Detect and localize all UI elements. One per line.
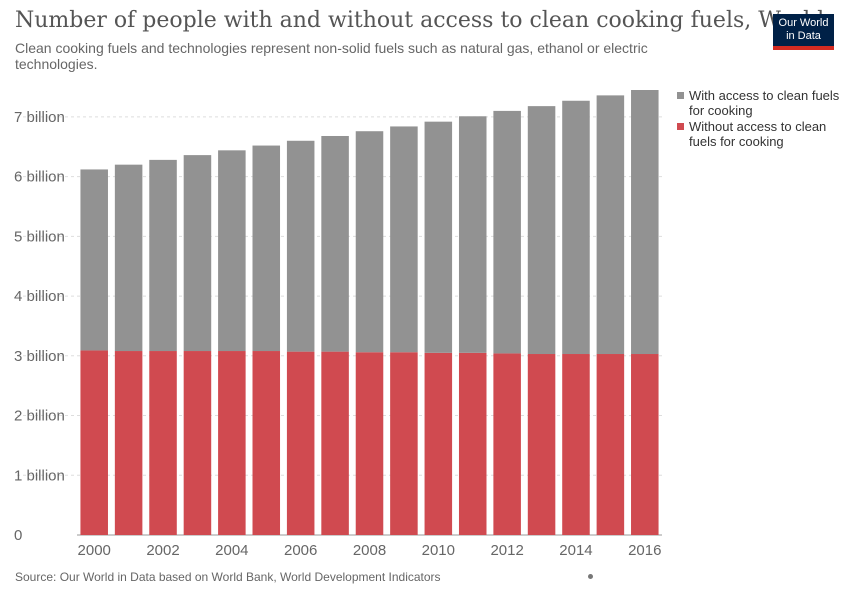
x-tick-label: 2002 [146, 542, 179, 559]
bar-without-access[interactable] [458, 352, 487, 535]
legend-label[interactable]: for cooking [689, 103, 753, 118]
y-tick-label: 3 billion [14, 348, 65, 365]
y-tick-label: 5 billion [14, 228, 65, 245]
bar-without-access[interactable] [631, 354, 659, 535]
bar-with-access[interactable] [218, 150, 246, 352]
bar-without-access[interactable] [355, 352, 384, 535]
bar-without-access[interactable] [390, 352, 418, 535]
source-note: Source: Our World in Data based on World… [15, 570, 441, 584]
legend-swatch[interactable] [677, 92, 684, 99]
logo-line-1: Our World [778, 17, 829, 29]
x-tick-label: 2004 [215, 542, 248, 559]
bar-with-access[interactable] [355, 131, 384, 353]
y-tick-label: 2 billion [14, 408, 65, 425]
bar-with-access[interactable] [631, 90, 659, 355]
y-tick-label: 7 billion [14, 109, 65, 126]
y-tick-label: 1 billion [14, 467, 65, 484]
x-tick-label: 2012 [490, 542, 523, 559]
logo-line-2: in Data [786, 30, 821, 42]
legend-label[interactable]: Without access to clean [689, 119, 826, 134]
y-tick-label: 6 billion [14, 169, 65, 186]
bar-without-access[interactable] [321, 351, 349, 535]
bar-with-access[interactable] [424, 121, 453, 353]
chart-subtitle: Clean cooking fuels and technologies rep… [15, 40, 648, 72]
x-tick-label: 2016 [628, 542, 661, 559]
x-tick-label: 2006 [284, 542, 317, 559]
x-tick-label: 2014 [559, 542, 592, 559]
x-tick-label: 2008 [353, 542, 386, 559]
bar-with-access[interactable] [321, 135, 349, 352]
bar-without-access[interactable] [596, 354, 625, 535]
bar-with-access[interactable] [183, 155, 212, 352]
bar-without-access[interactable] [252, 351, 281, 535]
bar-with-access[interactable] [390, 126, 418, 353]
bar-without-access[interactable] [286, 351, 315, 535]
info-dot-icon[interactable] [588, 574, 593, 579]
x-tick-label: 2010 [422, 542, 455, 559]
owid-logo[interactable]: Our World in Data [773, 14, 834, 50]
bar-without-access[interactable] [218, 351, 246, 535]
legend-swatch[interactable] [677, 123, 684, 130]
bar-without-access[interactable] [527, 354, 556, 535]
bar-with-access[interactable] [493, 110, 521, 354]
bar-with-access[interactable] [596, 95, 625, 355]
bar-without-access[interactable] [149, 351, 177, 535]
bar-with-access[interactable] [114, 164, 143, 352]
logo-accent-bar [773, 46, 834, 50]
bar-without-access[interactable] [114, 351, 143, 535]
y-tick-label: 0 [14, 527, 22, 544]
bar-with-access[interactable] [252, 145, 281, 352]
bar-without-access[interactable] [80, 350, 108, 535]
x-tick-label: 2000 [78, 542, 111, 559]
bar-with-access[interactable] [562, 100, 590, 355]
bar-with-access[interactable] [80, 169, 108, 351]
bar-with-access[interactable] [527, 106, 556, 355]
bar-with-access[interactable] [458, 116, 487, 353]
bar-with-access[interactable] [286, 140, 315, 352]
bar-without-access[interactable] [183, 351, 212, 535]
bar-without-access[interactable] [493, 353, 521, 535]
bar-with-access[interactable] [149, 159, 177, 352]
bar-without-access[interactable] [562, 354, 590, 535]
bar-without-access[interactable] [424, 352, 453, 535]
legend-label[interactable]: With access to clean fuels [689, 88, 840, 103]
y-tick-label: 4 billion [14, 288, 65, 305]
legend-label[interactable]: fuels for cooking [689, 134, 784, 149]
chart-title: Number of people with and without access… [15, 8, 825, 33]
